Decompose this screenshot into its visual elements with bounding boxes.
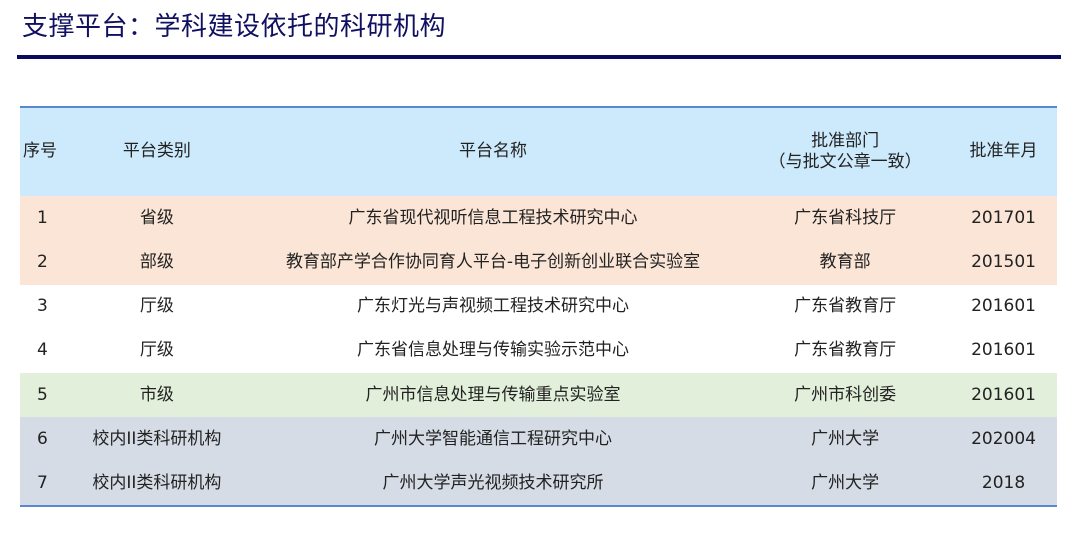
table-row: 4 厅级 广东省信息处理与传输实验示范中心 广东省教育厅 201601 bbox=[20, 328, 1057, 374]
table-row: 1 省级 广东省现代视听信息工程技术研究中心 广东省科技厅 201701 bbox=[20, 196, 1057, 241]
cell-category: 校内II类科研机构 bbox=[92, 429, 222, 449]
cell-dept: 广东省教育厅 bbox=[794, 340, 897, 361]
platform-table: 序号 平台类别 平台名称 批准部门 （与批文公章一致） 批准年月 1 省级 广东省现… bbox=[20, 106, 1057, 507]
header-dept-line1: 批准部门 bbox=[811, 130, 880, 151]
cell-category: 市级 bbox=[139, 384, 174, 405]
cell-no: 5 bbox=[37, 384, 48, 405]
table-row: 6 校内II类科研机构 广州大学智能通信工程研究中心 广州大学 202004 bbox=[20, 417, 1057, 462]
cell-name: 教育部产学合作协同育人平台-电子创新创业联合实验室 bbox=[285, 251, 701, 272]
cell-no: 4 bbox=[37, 340, 48, 361]
cell-no: 1 bbox=[37, 207, 48, 228]
header-dept-line2: （与批文公章一致） bbox=[768, 152, 922, 172]
cell-date: 2018 bbox=[981, 472, 1026, 493]
cell-name: 广东灯光与声视频工程技术研究中心 bbox=[357, 296, 629, 317]
cell-date: 201601 bbox=[971, 340, 1036, 361]
cell-date: 201501 bbox=[971, 251, 1036, 272]
cell-name: 广州大学智能通信工程研究中心 bbox=[374, 429, 612, 449]
table-row: 7 校内II类科研机构 广州大学声光视频技术研究所 广州大学 2018 bbox=[20, 461, 1057, 507]
cell-no: 6 bbox=[37, 429, 48, 449]
cell-no: 3 bbox=[37, 296, 48, 317]
cell-date: 201601 bbox=[971, 296, 1036, 317]
header-category: 平台类别 bbox=[122, 141, 191, 162]
header-no: 序号 bbox=[23, 141, 57, 162]
header-date: 批准年月 bbox=[969, 141, 1038, 162]
cell-category: 厅级 bbox=[139, 296, 174, 317]
table-header-row: 序号 平台类别 平台名称 批准部门 （与批文公章一致） 批准年月 bbox=[20, 107, 1057, 196]
cell-dept: 广东省教育厅 bbox=[794, 296, 897, 317]
cell-dept: 广州市科创委 bbox=[794, 384, 897, 405]
cell-name: 广东省信息处理与传输实验示范中心 bbox=[357, 340, 629, 361]
cell-dept: 广东省科技厅 bbox=[794, 207, 897, 228]
table-row: 5 市级 广州市信息处理与传输重点实验室 广州市科创委 201601 bbox=[20, 373, 1057, 418]
cell-dept: 广州大学 bbox=[811, 429, 880, 449]
title-divider bbox=[17, 55, 1061, 59]
cell-date: 201601 bbox=[971, 384, 1036, 405]
cell-name: 广东省现代视听信息工程技术研究中心 bbox=[348, 207, 638, 228]
table-row: 3 厅级 广东灯光与声视频工程技术研究中心 广东省教育厅 201601 bbox=[20, 284, 1057, 329]
cell-date: 202004 bbox=[971, 429, 1036, 449]
cell-category: 校内II类科研机构 bbox=[92, 472, 222, 493]
cell-name: 广州市信息处理与传输重点实验室 bbox=[365, 384, 621, 405]
cell-dept: 广州大学 bbox=[811, 472, 880, 493]
cell-no: 2 bbox=[37, 251, 48, 272]
cell-category: 厅级 bbox=[139, 340, 174, 361]
cell-date: 201701 bbox=[971, 207, 1036, 228]
table-row: 2 部级 教育部产学合作协同育人平台-电子创新创业联合实验室 教育部 201501 bbox=[20, 240, 1057, 285]
page-title: 支撑平台：学科建设依托的科研机构 bbox=[22, 12, 447, 42]
cell-category: 省级 bbox=[139, 207, 174, 228]
cell-category: 部级 bbox=[139, 251, 174, 272]
header-name: 平台名称 bbox=[459, 141, 527, 162]
cell-dept: 教育部 bbox=[819, 251, 871, 272]
header-dept: 批准部门 （与批文公章一致） bbox=[740, 107, 950, 196]
cell-name: 广州大学声光视频技术研究所 bbox=[382, 472, 604, 493]
cell-no: 7 bbox=[37, 472, 48, 493]
